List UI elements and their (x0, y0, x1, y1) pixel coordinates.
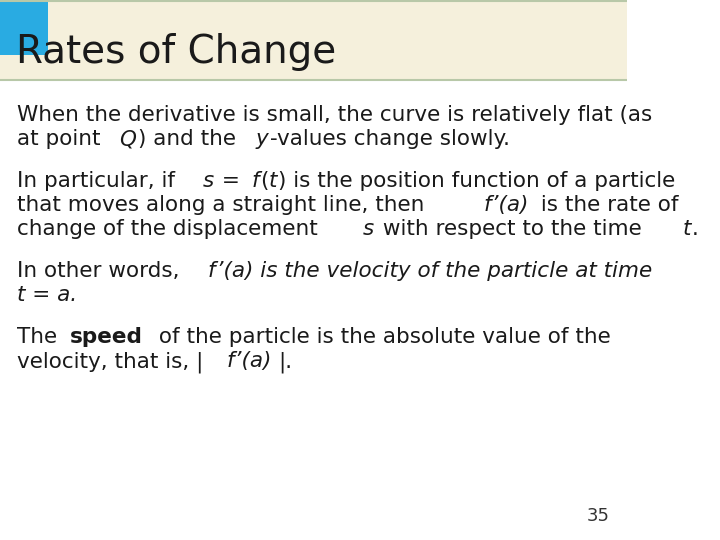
Text: (: ( (260, 171, 268, 191)
Text: with respect to the time: with respect to the time (376, 219, 649, 239)
Text: Q: Q (119, 129, 136, 149)
Text: Rates of Change: Rates of Change (16, 33, 336, 71)
Text: velocity, that is, |: velocity, that is, | (17, 351, 204, 373)
Text: =: = (215, 171, 247, 191)
Text: speed: speed (71, 327, 143, 347)
Text: ) is the position function of a particle: ) is the position function of a particle (279, 171, 676, 191)
Text: f: f (251, 171, 258, 191)
Text: change of the displacement: change of the displacement (17, 219, 325, 239)
Text: In other words,: In other words, (17, 261, 186, 281)
Text: t = a.: t = a. (17, 285, 78, 305)
Text: When the derivative is small, the curve is relatively flat (as: When the derivative is small, the curve … (17, 105, 652, 125)
Text: |.: |. (278, 351, 292, 373)
Text: that moves along a straight line, then: that moves along a straight line, then (17, 195, 432, 215)
Text: s: s (203, 171, 214, 191)
Text: at point: at point (17, 129, 108, 149)
Text: ) and the: ) and the (138, 129, 243, 149)
Text: f’(a) is the velocity of the particle at time: f’(a) is the velocity of the particle at… (208, 261, 652, 281)
FancyBboxPatch shape (0, 0, 627, 80)
Text: t: t (683, 219, 690, 239)
Text: f’(a): f’(a) (227, 351, 272, 371)
Text: f’(a): f’(a) (483, 195, 528, 215)
Text: .: . (692, 219, 698, 239)
Text: 35: 35 (587, 507, 610, 525)
Text: y: y (256, 129, 269, 149)
Text: is the rate of: is the rate of (534, 195, 678, 215)
Text: t: t (269, 171, 277, 191)
Text: In particular, if: In particular, if (17, 171, 182, 191)
Text: -values change slowly.: -values change slowly. (270, 129, 510, 149)
Text: of the particle is the absolute value of the: of the particle is the absolute value of… (152, 327, 611, 347)
Text: The: The (17, 327, 64, 347)
FancyBboxPatch shape (0, 0, 48, 55)
Text: s: s (363, 219, 374, 239)
